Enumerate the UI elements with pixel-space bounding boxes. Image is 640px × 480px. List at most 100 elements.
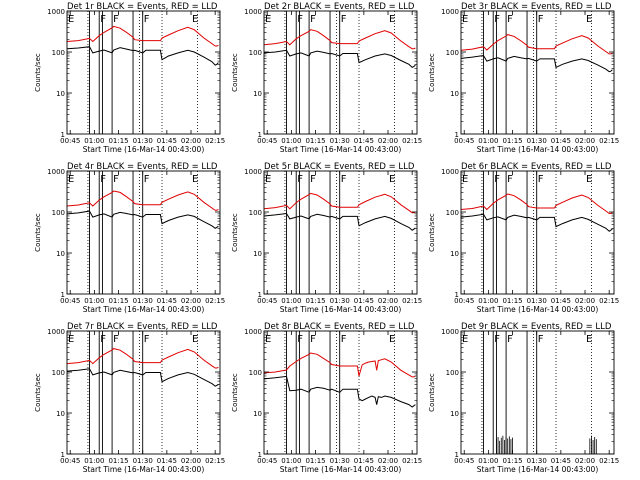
x-tick-label: 01:45	[354, 457, 374, 465]
chart-panel-6: Det 6r BLACK = Events, RED = LLD 00:45 01:…	[428, 162, 619, 314]
y-tick-label: 1	[258, 131, 262, 139]
y-axis-label: Counts/sec	[34, 373, 42, 412]
chart-panel-5: Det 5r BLACK = Events, RED = LLD 00:45 01:…	[231, 162, 422, 314]
x-tick-label: 01:30	[330, 137, 350, 145]
x-tick-label: 02:00	[575, 297, 595, 305]
lld-series-line	[263, 192, 416, 214]
y-tick-label: 1000	[441, 328, 459, 336]
x-tick-label: 01:30	[133, 457, 153, 465]
x-axis-label: Start Time (16-Mar-14 00:43:00)	[477, 465, 599, 474]
x-tick-label: 01:30	[133, 137, 153, 145]
y-tick-label: 100	[249, 369, 262, 377]
x-tick-label: 00:45	[454, 457, 474, 465]
interval-marker-label: E	[68, 174, 74, 185]
y-tick-label: 1	[258, 291, 262, 299]
y-tick-label: 1000	[47, 168, 65, 176]
x-tick-label: 00:45	[257, 457, 277, 465]
interval-marker-label: E	[192, 334, 198, 345]
x-tick-label: 02:15	[402, 457, 422, 465]
x-tick-label: 02:00	[575, 457, 595, 465]
y-axis-label: Counts/sec	[34, 213, 42, 252]
x-tick-label: 01:00	[281, 137, 301, 145]
x-tick-label: 02:00	[181, 137, 201, 145]
interval-marker-label: E	[265, 174, 271, 185]
plot-frame	[66, 330, 221, 455]
interval-marker-label: F	[494, 14, 500, 25]
events-series-line	[460, 213, 613, 232]
interval-marker-label: E	[68, 14, 74, 25]
y-tick-label: 1000	[244, 328, 262, 336]
y-axis-label: Counts/sec	[428, 373, 436, 412]
y-tick-label: 1000	[47, 8, 65, 16]
x-tick-label: 02:00	[181, 297, 201, 305]
x-tick-label: 01:00	[84, 297, 104, 305]
interval-marker-label: E	[586, 14, 592, 25]
chart-panel-9: Det 9r BLACK = Events, RED = LLD 00:45 01:…	[428, 322, 619, 474]
x-tick-label: 02:15	[599, 457, 619, 465]
interval-marker-label: F	[100, 334, 106, 345]
x-tick-label: 01:15	[108, 297, 128, 305]
events-series-line	[263, 212, 416, 231]
y-tick-label: 1	[258, 451, 262, 459]
interval-marker-label: E	[265, 14, 271, 25]
y-tick-label: 1000	[244, 168, 262, 176]
x-tick-label: 02:15	[205, 297, 225, 305]
interval-marker-label: E	[586, 334, 592, 345]
plot-frame	[263, 170, 418, 295]
y-tick-label: 10	[253, 410, 262, 418]
interval-marker-label: F	[507, 334, 513, 345]
y-tick-label: 10	[253, 250, 262, 258]
interval-marker-label: F	[341, 14, 347, 25]
chart-panel-1: Det 1r BLACK = Events, RED = LLD 00:45 01:…	[34, 2, 225, 154]
panel-title: Det 7r BLACK = Events, RED = LLD	[67, 322, 218, 332]
x-tick-label: 02:15	[205, 457, 225, 465]
y-axis-label: Counts/sec	[428, 53, 436, 92]
y-tick-label: 1	[455, 291, 459, 299]
plot-frame	[66, 170, 221, 295]
x-axis-label: Start Time (16-Mar-14 00:43:00)	[280, 305, 402, 314]
interval-marker-label: E	[586, 174, 592, 185]
chart-panel-2: Det 2r BLACK = Events, RED = LLD 00:45 01:…	[231, 2, 422, 154]
x-tick-label: 00:45	[257, 137, 277, 145]
chart-panel-4: Det 4r BLACK = Events, RED = LLD 00:45 01:…	[34, 162, 225, 314]
lld-series-line	[66, 190, 219, 211]
y-tick-label: 10	[450, 410, 459, 418]
interval-marker-label: E	[462, 14, 468, 25]
interval-marker-label: F	[100, 174, 106, 185]
events-series-line	[263, 375, 416, 408]
interval-marker-label: E	[389, 14, 395, 25]
interval-marker-label: F	[297, 334, 303, 345]
x-tick-label: 02:15	[205, 137, 225, 145]
x-tick-label: 01:15	[502, 137, 522, 145]
x-axis-label: Start Time (16-Mar-14 00:43:00)	[83, 145, 205, 154]
interval-marker-label: F	[507, 174, 513, 185]
x-tick-label: 01:15	[502, 297, 522, 305]
x-tick-label: 02:15	[599, 297, 619, 305]
x-tick-label: 01:30	[527, 297, 547, 305]
x-tick-label: 02:15	[402, 297, 422, 305]
panel-title: Det 2r BLACK = Events, RED = LLD	[264, 2, 415, 12]
interval-marker-label: F	[494, 334, 500, 345]
plot-frame	[263, 10, 418, 135]
interval-marker-label: F	[341, 334, 347, 345]
lld-series-line	[460, 193, 613, 214]
panel-title: Det 3r BLACK = Events, RED = LLD	[461, 2, 612, 12]
x-tick-label: 01:15	[108, 457, 128, 465]
x-axis-label: Start Time (16-Mar-14 00:43:00)	[477, 145, 599, 154]
chart-panel-7: Det 7r BLACK = Events, RED = LLD 00:45 01:…	[34, 322, 225, 474]
x-axis-label: Start Time (16-Mar-14 00:43:00)	[477, 305, 599, 314]
x-tick-label: 00:45	[257, 297, 277, 305]
y-tick-label: 100	[52, 49, 65, 57]
interval-marker-label: F	[538, 14, 544, 25]
lld-series-line	[460, 34, 613, 55]
y-tick-label: 1	[61, 451, 65, 459]
x-tick-label: 01:45	[551, 457, 571, 465]
interval-marker-label: F	[310, 14, 316, 25]
interval-marker-label: F	[310, 174, 316, 185]
y-tick-label: 1	[455, 451, 459, 459]
x-tick-label: 01:45	[551, 137, 571, 145]
interval-marker-label: F	[297, 174, 303, 185]
y-tick-label: 1000	[47, 328, 65, 336]
x-tick-label: 02:00	[575, 137, 595, 145]
